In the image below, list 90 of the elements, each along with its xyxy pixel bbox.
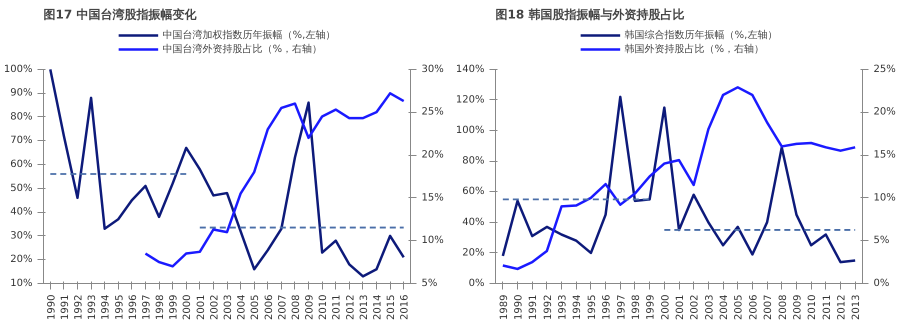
y-tick-label: 10% — [10, 278, 33, 289]
y-tick-label: 0% — [468, 278, 485, 289]
legend-label: 中国台湾外资持股占比（%，右轴） — [162, 42, 322, 56]
x-tick-label: 2006 — [264, 294, 275, 320]
x-tick-label: 2003 — [223, 294, 234, 320]
legend-label: 韩国综合指数历年振幅（%,左轴） — [624, 28, 778, 42]
x-tick-label: 1991 — [528, 294, 540, 320]
x-tick-label: 2010 — [807, 294, 818, 320]
x-tick-label: 1997 — [616, 294, 628, 320]
y2-tick-label: 0% — [874, 278, 890, 289]
x-tick-label: 2013 — [358, 294, 370, 320]
y-tick-label: 100% — [4, 64, 33, 75]
chart-title: 图18 韩国股指振幅与外资持股占比 — [496, 8, 684, 22]
y2-tick-label: 10% — [422, 235, 444, 246]
x-tick-label: 1990 — [514, 294, 525, 320]
x-tick-label: 2001 — [675, 294, 686, 320]
x-tick-label: 2008 — [778, 294, 789, 320]
y-tick-label: 50% — [10, 182, 33, 194]
x-tick-label: 1991 — [60, 294, 71, 320]
x-tick-label: 2000 — [182, 294, 194, 320]
x-tick-label: 2005 — [734, 294, 745, 320]
x-tick-label: 1995 — [114, 294, 126, 320]
y2-tick-label: 25% — [422, 106, 444, 118]
y2-tick-label: 5% — [422, 278, 438, 289]
y-tick-label: 20% — [10, 254, 33, 266]
x-tick-label: 1992 — [73, 294, 84, 320]
x-tick-label: 1998 — [630, 294, 642, 320]
y2-tick-label: 15% — [422, 192, 444, 204]
x-tick-label: 2009 — [792, 294, 804, 320]
y-tick-label: 40% — [462, 216, 485, 228]
y-tick-label: 60% — [10, 159, 33, 170]
y2-tick-label: 25% — [874, 64, 896, 75]
x-tick-label: 1993 — [87, 294, 98, 320]
chart-title: 图17 中国台湾股指振幅变化 — [44, 8, 198, 22]
x-tick-label: 2013 — [851, 294, 862, 320]
x-tick-label: 1996 — [602, 294, 613, 320]
x-tick-label: 2009 — [304, 294, 316, 320]
y2-tick-label: 20% — [422, 150, 444, 160]
x-tick-label: 2011 — [332, 294, 343, 320]
x-tick-label: 2001 — [196, 294, 207, 320]
x-tick-label: 1998 — [155, 294, 166, 320]
y-tick-label: 80% — [10, 111, 33, 122]
legend-label: 中国台湾加权指数历年振幅（%,左轴） — [162, 28, 336, 42]
x-tick-label: 1994 — [572, 294, 584, 320]
x-tick-label: 2000 — [660, 294, 672, 320]
x-tick-label: 2005 — [250, 294, 262, 320]
x-tick-label: 1992 — [542, 294, 554, 320]
x-tick-label: 2004 — [236, 294, 248, 320]
x-tick-label: 2007 — [763, 294, 774, 320]
y2-tick-label: 10% — [874, 192, 896, 204]
x-tick-label: 2008 — [290, 294, 302, 320]
x-tick-label: 2012 — [345, 294, 356, 320]
x-tick-label: 2006 — [748, 294, 760, 320]
y-tick-label: 70% — [10, 135, 33, 146]
x-tick-label: 1990 — [46, 294, 58, 320]
y-tick-label: 120% — [456, 94, 485, 106]
x-tick-label: 2002 — [209, 294, 220, 320]
x-tick-label: 2004 — [719, 294, 730, 320]
x-tick-label: 1989 — [498, 294, 510, 320]
legend-label: 韩国外资持股占比（%，右轴） — [624, 42, 764, 56]
y-tick-label: 90% — [10, 88, 33, 99]
y-tick-label: 40% — [10, 206, 33, 218]
y2-tick-label: 20% — [874, 106, 896, 118]
x-tick-label: 1994 — [100, 294, 112, 320]
line-series — [49, 68, 405, 278]
x-tick-label: 2011 — [822, 294, 833, 320]
x-tick-label: 1999 — [168, 294, 180, 320]
x-tick-label: 2016 — [400, 294, 411, 320]
x-tick-label: 1996 — [128, 294, 139, 320]
y-tick-label: 100% — [456, 125, 485, 136]
x-tick-label: 2015 — [386, 294, 398, 320]
x-tick-label: 1997 — [141, 294, 152, 320]
x-tick-label: 2007 — [277, 294, 288, 320]
x-tick-label: 2002 — [690, 294, 701, 320]
y-tick-label: 20% — [462, 247, 485, 258]
x-tick-label: 2010 — [318, 294, 330, 320]
y2-tick-label: 30% — [422, 64, 444, 75]
line-series — [144, 92, 405, 268]
y-tick-label: 80% — [462, 156, 485, 167]
x-tick-label: 2012 — [836, 294, 848, 320]
x-tick-label: 2014 — [372, 294, 384, 320]
y2-tick-label: 5% — [874, 235, 890, 246]
y-tick-label: 140% — [456, 64, 485, 75]
x-tick-label: 2003 — [704, 294, 716, 320]
y2-tick-label: 15% — [874, 150, 896, 160]
x-tick-label: 1999 — [646, 294, 657, 320]
y-tick-label: 60% — [462, 186, 485, 198]
x-tick-label: 1993 — [558, 294, 569, 320]
x-tick-label: 1995 — [586, 294, 598, 320]
y-tick-label: 30% — [10, 230, 33, 242]
